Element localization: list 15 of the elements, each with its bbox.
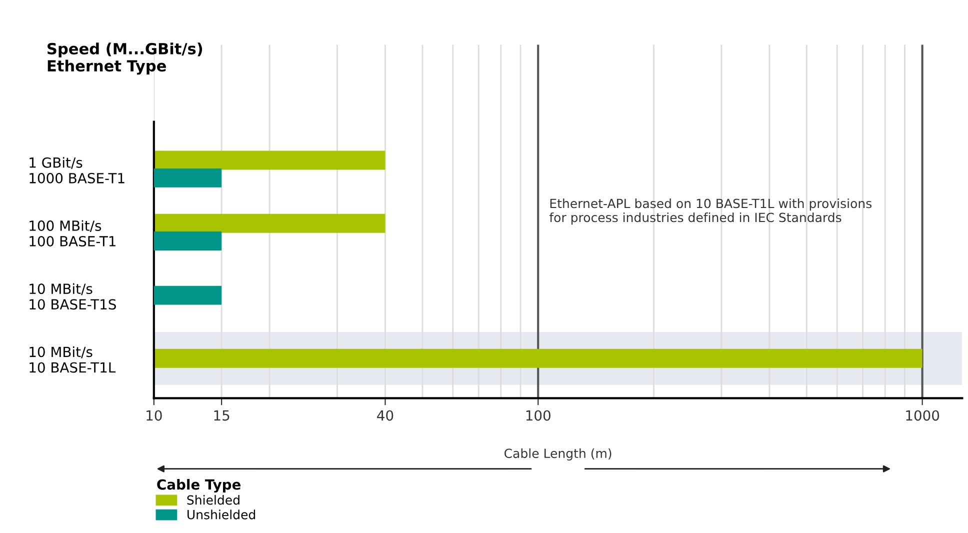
x-tick-label: 40	[377, 410, 394, 421]
y-tick-label: 10 MBit/s 10 BASE-T1L	[30, 346, 116, 373]
x-tick-label: 10	[146, 410, 162, 421]
legend-label: Unshielded	[188, 510, 256, 520]
y-tick-label: 100 MBit/s 100 BASE-T1	[30, 220, 116, 246]
annotation: Ethernet-APL based on 10 BASE-T1L with provisions for process industries defined in IEC Standards	[549, 198, 872, 225]
x-tick-label: 1000	[906, 410, 940, 421]
x-tick-label: 15	[214, 410, 230, 421]
y-tick-label: 10 MBit/s 10 BASE-T1S	[30, 283, 116, 310]
y-tick-label: 1 GBit/s 1000 BASE-T1	[30, 157, 124, 184]
x-tick-label: 100	[526, 410, 550, 421]
legend-label: Shielded	[187, 495, 240, 505]
y-axis-title: Speed (M...GBit/s) Ethernet Type	[48, 42, 202, 75]
legend-title: Cable Type	[157, 479, 241, 493]
x-axis-title: Cable Length (m)	[504, 448, 612, 460]
